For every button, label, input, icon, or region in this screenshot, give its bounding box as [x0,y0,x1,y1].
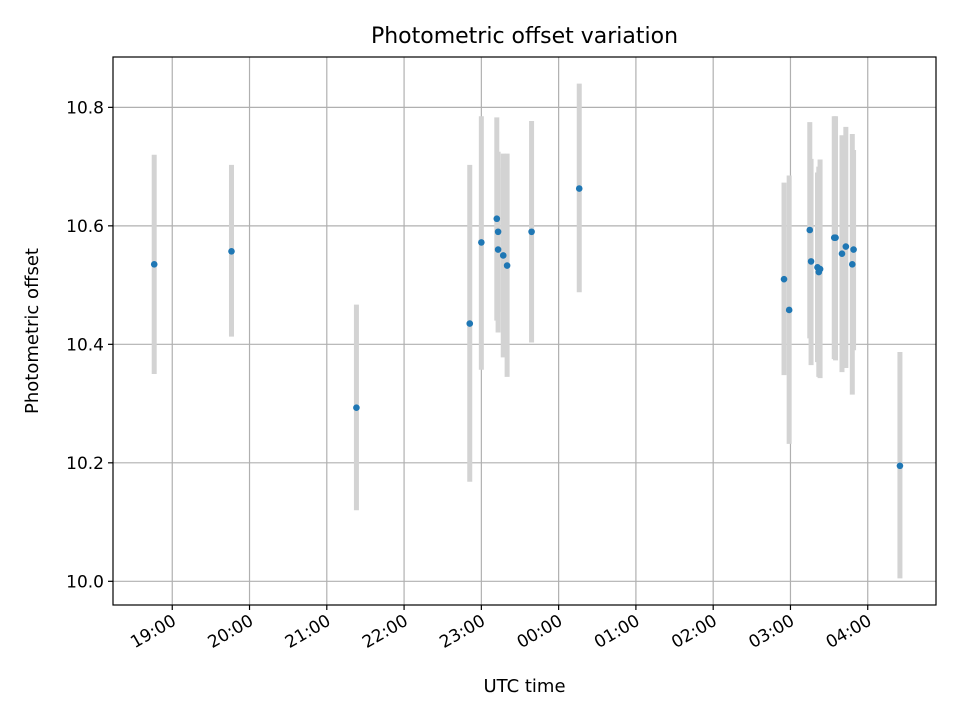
chart-title: Photometric offset variation [371,24,678,49]
y-axis-ticks: 10.0 10.2 10.4 10.6 10.8 [66,98,113,592]
data-point [842,243,850,250]
data-point [228,248,235,255]
x-tick-label: 01:00 [591,611,643,653]
x-tick-label: 02:00 [668,611,720,653]
data-point [499,252,507,259]
data-point [478,239,485,246]
data-point [528,228,535,236]
data-point [807,258,815,265]
data-point [494,246,502,253]
x-tick-label: 03:00 [746,611,798,653]
data-points [150,185,904,470]
y-tick-label: 10.0 [66,572,104,592]
data-point [806,226,814,234]
data-point [494,228,502,236]
x-axis-ticks: 19:00 20:00 21:00 22:00 23:00 00:00 01:00 02:00… [127,605,875,653]
x-tick-label: 00:00 [514,611,566,653]
x-tick-label: 22:00 [359,611,411,653]
x-tick-label: 20:00 [205,611,257,653]
data-point [353,404,360,412]
x-axis-label: UTC time [483,676,565,697]
y-axis-label: Photometric offset [22,248,43,414]
plot-frame [112,56,937,606]
x-tick-label: 21:00 [282,611,334,653]
data-point [503,262,511,269]
data-point [816,265,824,273]
y-tick-label: 10.4 [66,335,104,355]
data-point [575,185,583,192]
data-point [838,250,846,257]
error-bars [151,83,903,579]
x-tick-label: 19:00 [127,611,179,653]
data-point [493,215,501,223]
data-point [848,261,856,268]
data-point [780,275,788,283]
data-point [785,306,793,314]
y-tick-label: 10.2 [66,454,104,474]
data-point [832,234,839,241]
data-point [896,462,904,470]
x-tick-label: 04:00 [823,611,875,653]
data-point [466,320,474,327]
data-point [150,261,158,268]
x-tick-label: 23:00 [436,611,488,653]
y-tick-label: 10.8 [66,98,104,118]
y-tick-label: 10.6 [66,217,104,237]
data-point [850,246,857,253]
